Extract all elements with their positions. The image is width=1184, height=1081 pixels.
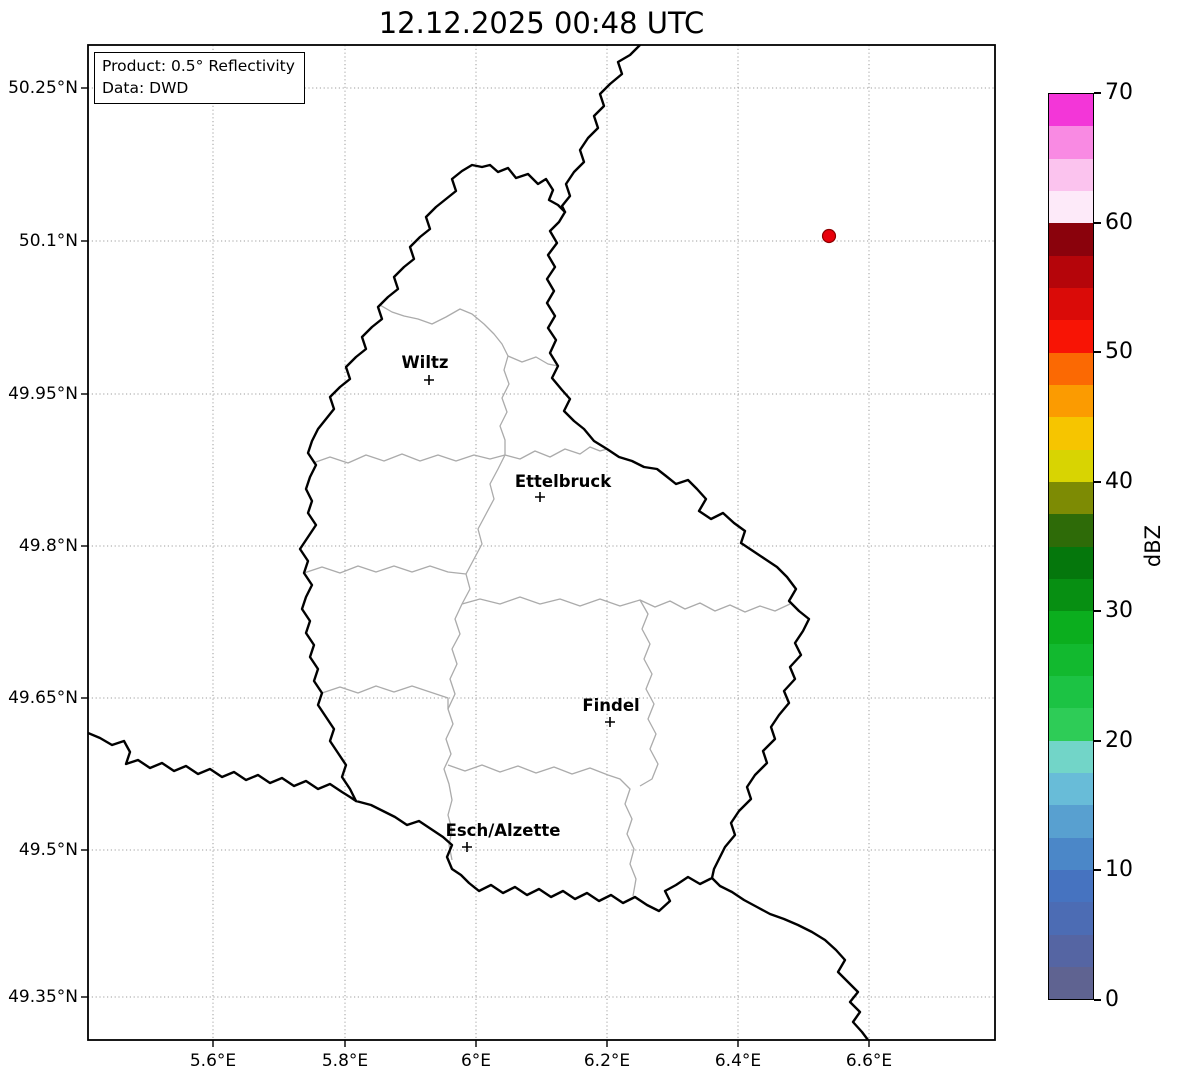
district-border — [443, 603, 463, 861]
colorbar-unit-label: dBZ — [1141, 524, 1165, 568]
colorbar-tick-mark — [1094, 351, 1101, 354]
info-product-line: Product: 0.5° Reflectivity — [102, 57, 295, 75]
district-border — [379, 304, 510, 455]
colorbar-tick-mark — [1094, 739, 1101, 742]
district-border — [639, 599, 659, 787]
country-border — [710, 876, 870, 1040]
colorbar-band — [1049, 449, 1093, 482]
x-axis-tick-label: 6.4°E — [714, 1051, 762, 1071]
city-plus-marker-icon — [462, 842, 472, 852]
city-label: Wiltz — [401, 353, 448, 372]
colorbar-band — [1049, 126, 1093, 159]
colorbar-band — [1049, 578, 1093, 612]
colorbar-tick-label: 50 — [1105, 339, 1133, 365]
colorbar-tick-mark — [1094, 480, 1101, 483]
colorbar-tick-label: 60 — [1105, 209, 1133, 235]
colorbar-tick-mark — [1094, 92, 1101, 94]
district-border — [507, 355, 559, 367]
x-axis-tick-label: 6.2°E — [583, 1051, 631, 1071]
colorbar-band — [1049, 805, 1093, 838]
colorbar-tick-label: 70 — [1105, 80, 1133, 105]
colorbar-tick-label: 0 — [1105, 987, 1119, 1012]
district-border — [303, 565, 467, 575]
x-axis-tick-label: 6°E — [460, 1051, 492, 1071]
y-axis-tick-label: 49.35°N — [8, 987, 78, 1007]
x-axis-tick-label: 5.6°E — [189, 1051, 237, 1071]
colorbar-tick-label: 10 — [1105, 857, 1133, 883]
city-plus-marker-icon — [535, 492, 545, 502]
district-border — [312, 453, 506, 464]
info-box: Product: 0.5° Reflectivity Data: DWD — [94, 52, 305, 104]
y-axis-tick-label: 50.1°N — [18, 231, 78, 251]
colorbar-band — [1049, 708, 1093, 741]
colorbar-band — [1049, 643, 1093, 676]
colorbar-band — [1049, 837, 1093, 870]
colorbar-tick-label: 20 — [1105, 727, 1133, 753]
colorbar-tick-label: 30 — [1105, 598, 1133, 624]
colorbar-band — [1049, 94, 1093, 127]
colorbar-band — [1049, 902, 1093, 935]
colorbar-tick-mark — [1094, 610, 1101, 613]
x-axis-tick-label: 6.6°E — [845, 1051, 893, 1071]
country-border — [88, 731, 358, 803]
district-border — [447, 764, 637, 897]
colorbar-band — [1049, 320, 1093, 353]
colorbar-band — [1049, 352, 1093, 385]
city-ettelbruck: Ettelbruck — [515, 472, 612, 502]
colorbar-band — [1049, 966, 1093, 1000]
colorbar-band — [1049, 384, 1093, 418]
city-label: Ettelbruck — [515, 472, 612, 491]
city-plus-marker-icon — [424, 375, 434, 385]
y-axis-tick-label: 50.25°N — [8, 78, 78, 98]
colorbar-band — [1049, 287, 1093, 321]
info-data-line: Data: DWD — [102, 79, 189, 97]
district-border — [321, 685, 449, 709]
graticule — [88, 45, 995, 1040]
map-frame — [87, 44, 996, 1041]
city-label: Esch/Alzette — [446, 821, 561, 840]
colorbar-band — [1049, 772, 1093, 806]
colorbar-band — [1049, 546, 1093, 579]
country-border — [560, 45, 642, 214]
colorbar-tick-mark — [1094, 869, 1101, 872]
colorbar-tick-label: 40 — [1105, 468, 1133, 494]
colorbar — [1048, 93, 1094, 1000]
y-axis-tick-label: 49.65°N — [8, 688, 78, 708]
y-axis-tick-label: 49.8°N — [18, 536, 78, 556]
colorbar-band — [1049, 611, 1093, 644]
district-border — [461, 454, 506, 605]
country-border — [298, 163, 811, 913]
colorbar-band — [1049, 869, 1093, 903]
district-border — [461, 596, 791, 613]
city-wiltz: Wiltz — [401, 353, 449, 385]
x-axis-tick-label: 5.8°E — [321, 1051, 369, 1071]
city-findel: Findel — [582, 696, 640, 727]
figure-title: 12.12.2025 00:48 UTC — [378, 6, 705, 40]
colorbar-band — [1049, 158, 1093, 191]
colorbar-band — [1049, 190, 1093, 224]
colorbar-band — [1049, 255, 1093, 288]
colorbar-tick-mark — [1094, 999, 1101, 1001]
colorbar-band — [1049, 934, 1093, 967]
y-axis-tick-label: 49.95°N — [8, 384, 78, 404]
y-axis-tick-label: 49.5°N — [18, 840, 78, 860]
colorbar-band — [1049, 417, 1093, 450]
colorbar-band — [1049, 514, 1093, 547]
city-label: Findel — [582, 696, 639, 715]
district-border — [504, 446, 608, 460]
colorbar-band — [1049, 481, 1093, 515]
colorbar-tick-mark — [1094, 221, 1101, 224]
colorbar-band — [1049, 740, 1093, 773]
radar-site-dot — [821, 228, 837, 244]
city-esch-alzette: Esch/Alzette — [446, 821, 561, 852]
city-plus-marker-icon — [605, 717, 615, 727]
colorbar-band — [1049, 223, 1093, 256]
colorbar-band — [1049, 675, 1093, 709]
